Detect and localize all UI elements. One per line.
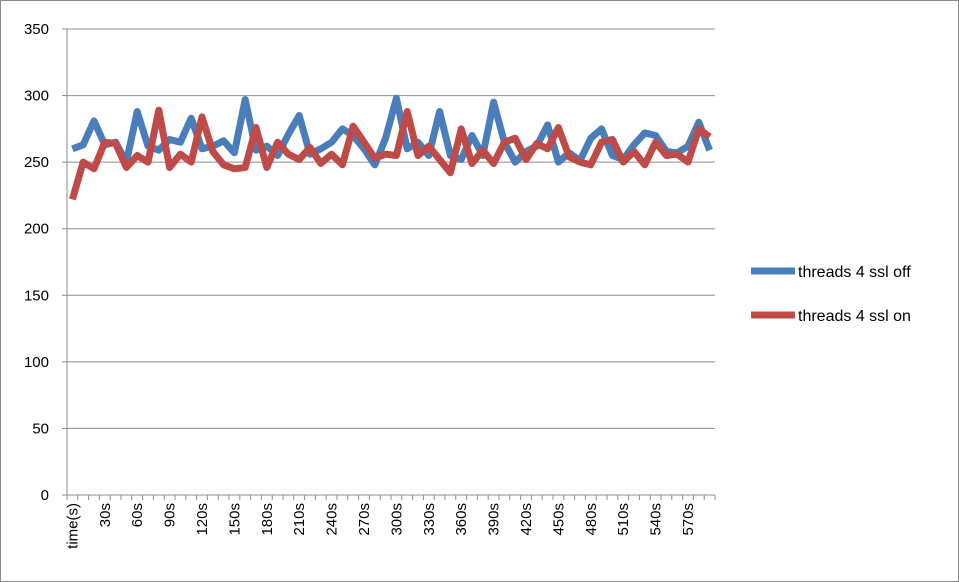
x-tick-label: 390s [486,503,503,536]
x-tick-label: 180s [259,503,276,536]
series-line-ssl-off [71,94,713,169]
x-tick-label: 240s [324,503,341,536]
x-tick-label: 210s [291,503,308,536]
x-tick-label: 120s [194,503,211,536]
y-tick-label: 0 [41,487,49,504]
x-tick-label: 300s [388,503,405,536]
x-tick-label: 510s [615,503,632,536]
series-line-ssl-on [69,106,712,201]
x-tick-label: time(s) [64,503,81,549]
legend-label: threads 4 ssl on [798,308,911,325]
y-axis-ticks: 0 50 100 150 200 250 300 350 [24,21,67,504]
gridlines [67,28,715,429]
y-tick-label: 50 [32,420,49,437]
x-tick-label: 330s [421,503,438,536]
x-tick-label: 30s [97,503,114,527]
axes [66,29,715,496]
y-tick-label: 200 [24,221,49,238]
series-lines [69,94,713,201]
y-tick-label: 300 [24,88,49,105]
x-tick-label: 360s [453,503,470,536]
x-tick-label: 60s [129,503,146,527]
x-axis-ticks: time(s) 30s 60s 90s 120s 150s 180s 210s 240s 270s… [64,495,716,549]
y-tick-label: 100 [24,354,49,371]
y-tick-label: 350 [24,21,49,38]
x-tick-label: 540s [648,503,665,536]
legend: threads 4 ssl off threads 4 ssl on [751,264,911,325]
x-tick-label: 150s [226,503,243,536]
y-tick-label: 250 [24,154,49,171]
x-tick-label: 90s [162,503,179,527]
legend-label: threads 4 ssl off [798,264,911,281]
x-tick-label: 570s [680,503,697,536]
x-tick-label: 420s [518,503,535,536]
y-tick-label: 150 [24,287,49,304]
x-tick-label: 450s [550,503,567,536]
x-tick-label: 270s [356,503,373,536]
x-tick-label: 480s [583,503,600,536]
